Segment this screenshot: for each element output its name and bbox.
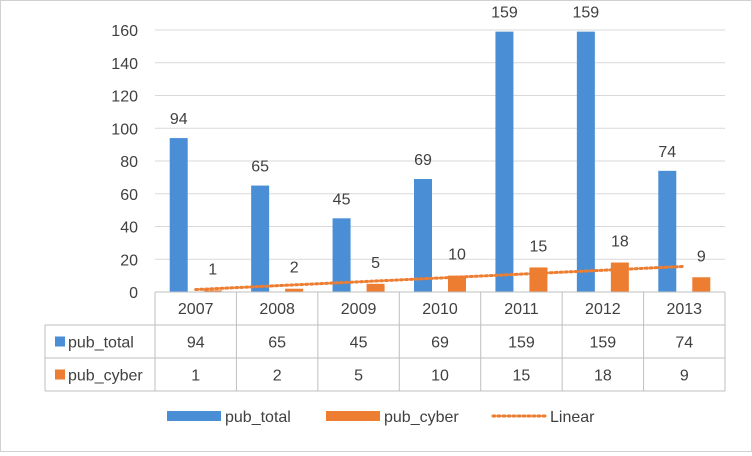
legend-swatch-pub_cyber (326, 411, 380, 421)
legend-label-pub_total: pub_total (225, 409, 291, 426)
table-cell-pub_total: 74 (675, 335, 693, 352)
x-tick-label: 2010 (422, 301, 458, 318)
data-label-pub_cyber: 2 (290, 260, 299, 277)
table-cell-pub_cyber: 1 (191, 368, 200, 385)
x-tick-label: 2008 (259, 301, 295, 318)
data-label-pub_cyber: 10 (448, 247, 466, 264)
table-cell-pub_cyber: 10 (431, 368, 449, 385)
y-tick-label: 80 (120, 154, 138, 171)
data-label-pub_total: 159 (573, 5, 600, 22)
bar-pub_cyber-2012 (610, 262, 629, 292)
y-tick-label: 140 (111, 56, 138, 73)
data-label-pub_total: 94 (170, 111, 188, 128)
data-label-pub_total: 45 (333, 191, 351, 208)
data-table: 2007 2008 2009 2010 2011 2012 2013 pub_total 94 6… (44, 291, 726, 392)
y-tick-label: 0 (129, 285, 138, 302)
data-labels: 94 1 65 2 45 5 69 10 159 15 159 18 74 9 (170, 5, 706, 279)
y-tick-label: 100 (111, 121, 138, 138)
bar-pub_total-2011 (495, 31, 514, 292)
data-label-pub_total: 74 (658, 144, 676, 161)
bar-pub_total-2010 (414, 179, 432, 292)
bar-pub_total-2012 (576, 31, 595, 292)
table-cell-pub_total: 159 (508, 335, 535, 352)
y-axis: 0 20 40 60 80 100 120 140 160 (111, 23, 138, 302)
data-label-pub_cyber: 18 (611, 234, 629, 251)
legend-label-trendline: Linear (550, 409, 595, 426)
data-label-pub_cyber: 9 (697, 248, 706, 265)
data-label-pub_total: 159 (491, 5, 518, 22)
legend-label-pub_cyber: pub_cyber (384, 409, 459, 426)
y-tick-label: 160 (111, 23, 138, 40)
table-cell-pub_cyber: 18 (594, 368, 612, 385)
x-tick-label: 2012 (585, 301, 621, 318)
x-tick-label: 2013 (666, 301, 702, 318)
y-tick-label: 40 (120, 220, 138, 237)
bar-pub_cyber-2013 (692, 277, 711, 292)
table-cell-pub_total: 45 (350, 335, 368, 352)
bars (169, 31, 711, 292)
gridlines (155, 29, 725, 293)
bar-pub_total-2009 (332, 218, 351, 292)
table-cell-pub_cyber: 2 (273, 368, 282, 385)
bar-pub_cyber-2010 (448, 275, 466, 292)
data-label-pub_total: 65 (251, 159, 269, 176)
y-tick-label: 60 (120, 187, 138, 204)
data-label-pub_cyber: 1 (208, 261, 217, 278)
table-cell-pub_cyber: 5 (354, 368, 363, 385)
data-label-pub_cyber: 15 (530, 238, 548, 255)
trendline (194, 264, 686, 292)
table-cell-pub_total: 69 (431, 335, 449, 352)
legend-swatch-pub_total (167, 411, 221, 421)
y-tick-label: 20 (120, 252, 138, 269)
linear-trendline (194, 264, 686, 292)
bar-pub_total-2008 (251, 185, 270, 292)
bar-pub_cyber-2007 (203, 290, 222, 292)
y-tick-label: 120 (111, 89, 138, 106)
legend: pub_total pub_cyber Linear (167, 409, 595, 426)
table-row-label-pub_total: pub_total (68, 335, 134, 352)
table-legend-key-pub_total (55, 336, 65, 347)
table-legend-key-pub_cyber (55, 369, 65, 380)
table-cell-pub_total: 159 (590, 335, 617, 352)
x-tick-label: 2007 (178, 301, 214, 318)
table-cell-pub_total: 65 (268, 335, 286, 352)
x-tick-label: 2009 (341, 301, 377, 318)
bar-pub_total-2007 (169, 138, 188, 292)
data-label-pub_cyber: 5 (371, 255, 380, 272)
bar-pub_total-2013 (658, 170, 677, 292)
bar-pub_cyber-2009 (366, 283, 385, 292)
table-cell-pub_cyber: 9 (680, 368, 689, 385)
x-tick-label: 2011 (504, 301, 539, 318)
table-row-label-pub_cyber: pub_cyber (68, 368, 143, 385)
table-cell-pub_total: 94 (187, 335, 205, 352)
data-label-pub_total: 69 (414, 152, 432, 169)
table-cell-pub_cyber: 15 (513, 368, 531, 385)
bar-pub_cyber-2011 (529, 267, 548, 292)
bar-pub_cyber-2008 (285, 288, 304, 292)
